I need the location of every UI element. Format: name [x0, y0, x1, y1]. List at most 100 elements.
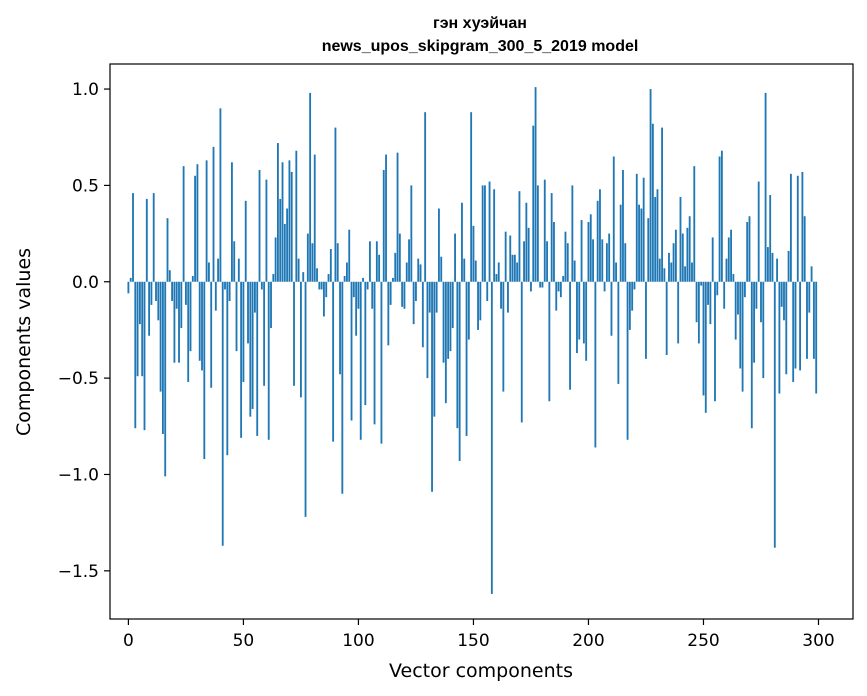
bar [231, 162, 233, 282]
bars-group [127, 87, 818, 594]
bar [263, 281, 266, 386]
bar [479, 281, 482, 321]
bar [341, 281, 344, 494]
bar [210, 281, 213, 388]
bar [523, 241, 525, 282]
bar [408, 239, 410, 282]
bar [371, 281, 374, 309]
bar [553, 222, 555, 282]
bar [732, 274, 735, 282]
bar [297, 258, 300, 282]
bar [707, 281, 709, 305]
bar [806, 281, 808, 359]
bar [796, 175, 799, 282]
bar [681, 233, 684, 282]
bar [410, 185, 413, 282]
bar [161, 281, 164, 434]
bar [714, 281, 716, 402]
bar [375, 241, 378, 282]
bar [640, 208, 643, 282]
bar [472, 225, 475, 282]
bar [576, 281, 578, 354]
bar [502, 281, 505, 392]
bar [670, 262, 673, 282]
bar [431, 281, 433, 492]
bar [541, 281, 544, 288]
y-tick-label: −1.0 [58, 465, 99, 485]
bar [442, 281, 445, 363]
bar [343, 275, 346, 282]
bar [477, 281, 479, 330]
bar [516, 262, 519, 282]
x-tick-label: 100 [342, 631, 374, 651]
bar [152, 193, 155, 282]
y-tick-label: 0.0 [72, 273, 99, 293]
bar [536, 185, 539, 282]
bar [730, 229, 732, 282]
bar [419, 264, 422, 282]
bar [373, 281, 376, 425]
bar [573, 260, 576, 282]
bar [290, 171, 293, 282]
bar [677, 281, 680, 344]
bar [394, 252, 397, 282]
bar [762, 281, 765, 379]
x-axis-ticks: 0 50 100 150 200 250 300 [123, 619, 835, 651]
bar [129, 277, 132, 282]
bar [171, 281, 174, 302]
bar [138, 281, 141, 325]
bar [251, 281, 254, 409]
bar [435, 281, 438, 313]
bar [481, 185, 484, 282]
bar [403, 281, 406, 309]
bar [329, 249, 332, 282]
bar [178, 281, 180, 363]
y-tick-label: −0.5 [58, 369, 99, 389]
bar [175, 281, 178, 309]
bar [249, 281, 252, 417]
bar [254, 281, 256, 313]
bar [799, 281, 802, 371]
bar [658, 258, 661, 282]
bar [665, 281, 668, 355]
bar [612, 156, 615, 282]
bar [198, 281, 201, 361]
bar [615, 262, 617, 282]
bar [203, 281, 206, 460]
bar [224, 281, 226, 290]
bar [366, 281, 369, 290]
y-tick-label: −1.5 [58, 562, 99, 582]
bar [295, 150, 298, 282]
bar [592, 239, 594, 282]
bar [173, 281, 176, 363]
bar [323, 281, 325, 317]
bar [776, 258, 779, 282]
bar [272, 274, 275, 282]
bar [415, 281, 417, 302]
bar [688, 216, 691, 282]
bar [389, 281, 392, 305]
x-tick-label: 0 [123, 631, 134, 651]
bar [631, 281, 634, 311]
bar [235, 281, 238, 352]
bar [635, 173, 638, 282]
bar [753, 281, 756, 363]
bar [647, 218, 650, 282]
bar [672, 243, 675, 282]
x-tick-label: 250 [687, 631, 719, 651]
bar [527, 227, 530, 282]
bar [507, 281, 509, 313]
bar [405, 262, 408, 282]
bar [300, 281, 302, 398]
bar [633, 281, 636, 290]
bar [504, 231, 507, 282]
bar [601, 239, 604, 282]
bar [470, 112, 473, 282]
bar [359, 281, 362, 440]
bar [743, 281, 746, 298]
bar [465, 281, 468, 436]
bar [201, 281, 203, 371]
x-tick-label: 150 [457, 631, 489, 651]
bar [599, 189, 601, 282]
bar [739, 281, 742, 369]
